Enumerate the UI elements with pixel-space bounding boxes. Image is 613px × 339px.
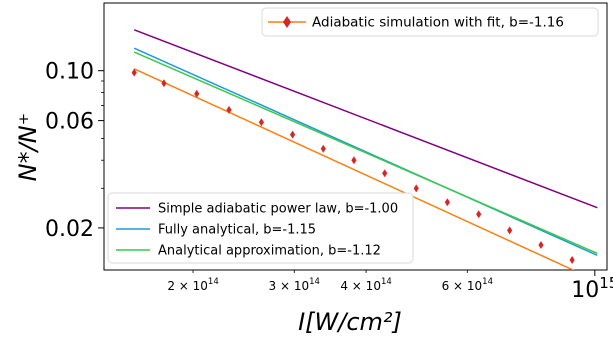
y-tick-label: 0.02 <box>45 217 94 242</box>
x-axis-label: I[W/cm²] <box>298 308 402 336</box>
series-line-adiabatic-fit <box>133 68 575 270</box>
y-axis: 0.02 0.06 0.10 <box>45 60 104 242</box>
legend-top: Adiabatic simulation with fit, b=-1.16 <box>261 7 599 37</box>
legend-diamond-marker <box>283 16 291 28</box>
data-point-adiabatic-simulation <box>289 130 296 139</box>
legend-entry-analytical-approximation: Analytical approximation, b=-1.12 <box>158 244 381 259</box>
data-point-adiabatic-simulation <box>351 156 357 165</box>
series-line-analytical-approximation <box>133 51 598 255</box>
data-point-adiabatic-simulation <box>161 79 167 88</box>
series-line-fully-analytical <box>133 47 598 257</box>
y-axis-label: N*/N⁺ <box>14 113 42 182</box>
x-tick-label: 3 × 1014 <box>269 277 320 293</box>
data-point-adiabatic-simulation <box>382 169 388 178</box>
data-point-adiabatic-simulation <box>194 89 200 98</box>
data-point-adiabatic-simulation <box>507 226 513 235</box>
legend-entry-simple-power-law: Simple adiabatic power law, b=-1.00 <box>158 202 398 217</box>
legend-bottom: Simple adiabatic power law, b=-1.00 Fully… <box>107 192 414 264</box>
x-axis: 2 × 1014 3 × 1014 4 × 1014 6 × 1014 1015 <box>167 270 613 303</box>
data-point-adiabatic-simulation <box>258 118 265 127</box>
data-point-adiabatic-simulation <box>413 184 419 193</box>
legend-entry-fully-analytical: Fully analytical, b=-1.15 <box>158 223 316 238</box>
data-point-adiabatic-simulation <box>131 68 137 77</box>
x-tick-label: 1015 <box>571 274 613 303</box>
series-line-simple-power-law <box>133 29 598 209</box>
data-point-adiabatic-simulation <box>476 210 482 219</box>
y-tick-label: 0.10 <box>45 60 94 85</box>
y-tick-label: 0.06 <box>45 110 94 135</box>
x-tick-label: 6 × 1014 <box>442 277 493 293</box>
data-point-adiabatic-simulation <box>320 144 326 153</box>
data-point-adiabatic-simulation <box>226 105 232 114</box>
legend-entry-adiabatic-simulation: Adiabatic simulation with fit, b=-1.16 <box>312 15 564 31</box>
x-tick-label: 2 × 1014 <box>167 277 218 293</box>
data-point-adiabatic-simulation <box>538 240 544 249</box>
data-point-adiabatic-simulation <box>569 256 575 265</box>
x-tick-label: 4 × 1014 <box>340 277 391 293</box>
series-layer <box>131 29 598 270</box>
data-point-adiabatic-simulation <box>444 198 450 207</box>
